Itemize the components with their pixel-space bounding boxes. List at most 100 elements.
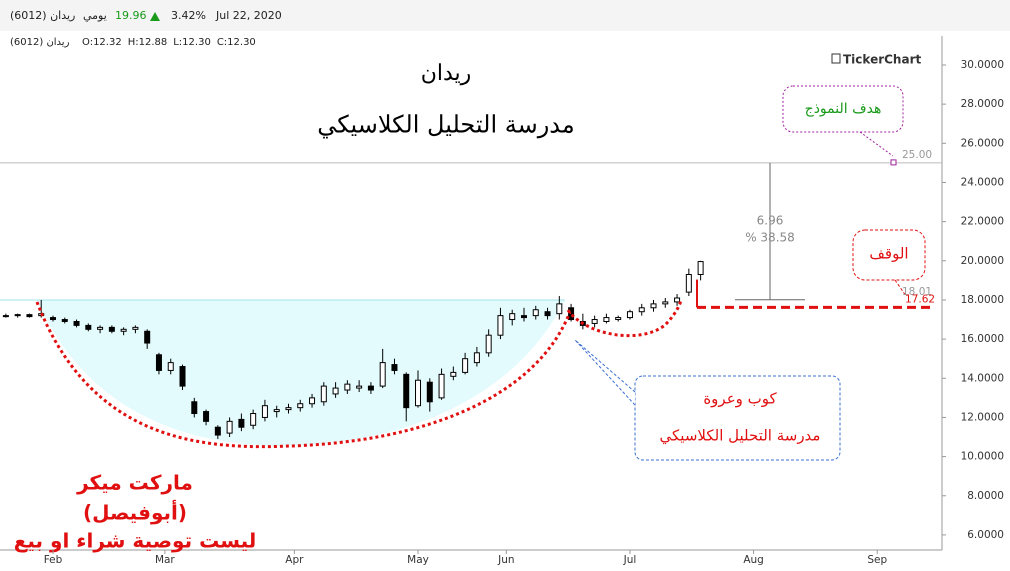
x-tick-label: Feb xyxy=(44,554,63,566)
candle-body xyxy=(426,381,433,403)
candle-body xyxy=(591,319,598,324)
readout-item: C:12.30 xyxy=(217,37,256,48)
x-tick-label: Sep xyxy=(867,554,887,566)
y-tick-label: 26.0000 xyxy=(961,137,1004,149)
candle-body xyxy=(108,326,115,332)
x-tick-label: Jul xyxy=(623,554,637,566)
header-last: 19.96 xyxy=(115,9,147,22)
candle-body xyxy=(250,413,257,426)
candle-body xyxy=(379,362,386,387)
candle-body xyxy=(626,311,633,319)
candle-body xyxy=(144,330,151,344)
y-tick-label: 30.0000 xyxy=(961,59,1004,71)
author-name: ماركت ميكر xyxy=(76,471,193,495)
y-tick-label: 24.0000 xyxy=(961,176,1004,188)
target-label: 25.00 xyxy=(902,149,932,161)
candle-body xyxy=(509,313,516,321)
header-symbol: ريدان (6012) xyxy=(10,9,75,22)
candle-body xyxy=(285,407,292,411)
pattern-school: مدرسة التحليل الكلاسيكي xyxy=(660,427,821,446)
candle-body xyxy=(497,315,504,336)
chart-title: ريدان xyxy=(421,61,472,86)
candle-body xyxy=(391,364,398,371)
candle-body xyxy=(297,403,304,409)
disclaimer: ليست توصية شراء او بيع xyxy=(14,529,257,553)
readout-item: H:12.88 xyxy=(128,37,168,48)
candle-body xyxy=(203,411,210,422)
readout-symbol: ريدان (6012) xyxy=(10,37,70,48)
y-tick-label: 10.0000 xyxy=(961,451,1004,463)
candle-body xyxy=(532,309,539,317)
author-alias: (أبوفيصل) xyxy=(83,499,187,525)
target-marker xyxy=(890,159,897,166)
y-tick-label: 20.0000 xyxy=(961,255,1004,267)
candle-body xyxy=(155,354,162,371)
y-tick-label: 14.0000 xyxy=(961,372,1004,384)
watermark: TickerChart xyxy=(843,53,921,67)
stop-pointer xyxy=(894,279,907,297)
candle-body xyxy=(356,385,363,389)
target-text: هدف النموذج xyxy=(805,101,882,117)
candle-body xyxy=(344,383,351,391)
candle-body xyxy=(320,385,327,403)
pattern-name: كوب وعروة xyxy=(703,390,777,408)
watermark-icon xyxy=(831,53,841,64)
candle-body xyxy=(485,334,492,354)
candle-body xyxy=(73,320,80,326)
measure-difference: 6.96 xyxy=(757,214,784,228)
candle-body xyxy=(697,261,704,275)
chart-subtitle: مدرسة التحليل الكلاسيكي xyxy=(317,111,575,139)
measure-percent: % 38.58 xyxy=(745,231,795,245)
candle-body xyxy=(568,307,575,321)
candle-body xyxy=(544,311,551,317)
pattern-callout xyxy=(634,375,841,461)
pattern-pointer xyxy=(574,339,636,406)
candle-body xyxy=(14,314,21,317)
candle-body xyxy=(191,401,198,415)
candle-body xyxy=(261,405,268,418)
header-date: Jul 22, 2020 xyxy=(215,9,282,22)
cup-outline xyxy=(35,301,572,449)
x-tick-label: May xyxy=(407,554,429,566)
candle-body xyxy=(309,397,316,405)
candle-body xyxy=(179,366,186,387)
y-tick-label: 6.0000 xyxy=(967,529,1004,541)
cup-area xyxy=(37,300,565,446)
candle-body xyxy=(132,326,139,330)
candle-body xyxy=(238,418,245,428)
header-period: يومي xyxy=(83,9,107,22)
candle-body xyxy=(367,385,374,391)
header-bar xyxy=(0,0,1010,31)
stop-label: 17.62 xyxy=(905,293,935,305)
candle-body xyxy=(438,373,445,399)
target-pointer xyxy=(859,131,894,157)
candle-body xyxy=(226,420,233,434)
candle-body xyxy=(85,324,92,330)
candle-body xyxy=(638,307,645,313)
y-tick-label: 8.0000 xyxy=(967,490,1004,502)
candle-body xyxy=(332,387,339,395)
candle-body xyxy=(26,314,33,318)
header-change: 3.42% xyxy=(171,9,206,22)
y-tick-label: 12.0000 xyxy=(961,411,1004,423)
candle-body xyxy=(685,273,692,293)
candle-body xyxy=(415,379,422,407)
candle-body xyxy=(403,373,410,409)
candle-body xyxy=(662,301,669,305)
y-tick-label: 28.0000 xyxy=(961,98,1004,110)
candle-body xyxy=(603,317,610,322)
x-tick-label: Aug xyxy=(743,554,764,566)
candle-body xyxy=(674,297,681,303)
neckline-label: 18.01 xyxy=(902,286,932,298)
candle-body xyxy=(214,426,221,436)
candle-body xyxy=(450,371,457,377)
candle-body xyxy=(520,315,527,319)
y-tick-label: 22.0000 xyxy=(961,216,1004,228)
readout-item: L:12.30 xyxy=(173,37,211,48)
candle-body xyxy=(2,315,9,318)
up-arrow xyxy=(150,12,160,21)
stop-text: الوقف xyxy=(869,245,908,263)
y-tick-label: 18.0000 xyxy=(961,294,1004,306)
